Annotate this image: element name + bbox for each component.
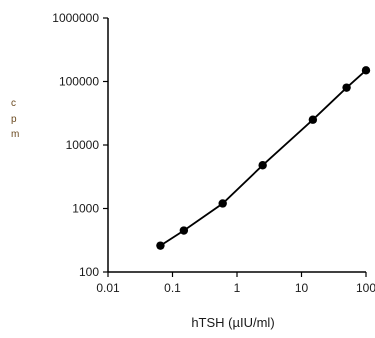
- data-point: [361, 66, 371, 75]
- series: [156, 66, 371, 250]
- y-ticks: 100 1000 10000 100000 1000000: [52, 11, 108, 279]
- x-tick-label: 100: [356, 281, 375, 295]
- data-point: [179, 226, 189, 235]
- y-tick-label: 10000: [66, 138, 100, 152]
- svg-text:c: c: [11, 98, 16, 109]
- y-tick-label: 1000000: [52, 11, 99, 25]
- data-point: [156, 241, 165, 250]
- x-axis-title: hTSH (µIU/ml): [191, 315, 274, 330]
- x-ticks: 0.01 0.1 1 10 100: [96, 272, 375, 295]
- y-tick-label: 100000: [59, 75, 99, 89]
- data-point: [342, 83, 351, 92]
- x-tick-label: 0.1: [164, 281, 181, 295]
- data-point: [218, 199, 227, 208]
- y-axis-title-fragment: c p m: [11, 98, 19, 140]
- svg-text:m: m: [11, 129, 19, 140]
- x-tick-label: 1: [234, 281, 241, 295]
- y-tick-label: 100: [79, 265, 99, 279]
- axes: [107, 18, 366, 273]
- y-tick-label: 1000: [72, 202, 99, 216]
- x-tick-label: 10: [295, 281, 309, 295]
- data-point: [308, 115, 318, 124]
- series-line: [159, 69, 367, 247]
- svg-text:p: p: [11, 114, 17, 125]
- x-tick-label: 0.01: [96, 281, 120, 295]
- data-point: [258, 161, 267, 170]
